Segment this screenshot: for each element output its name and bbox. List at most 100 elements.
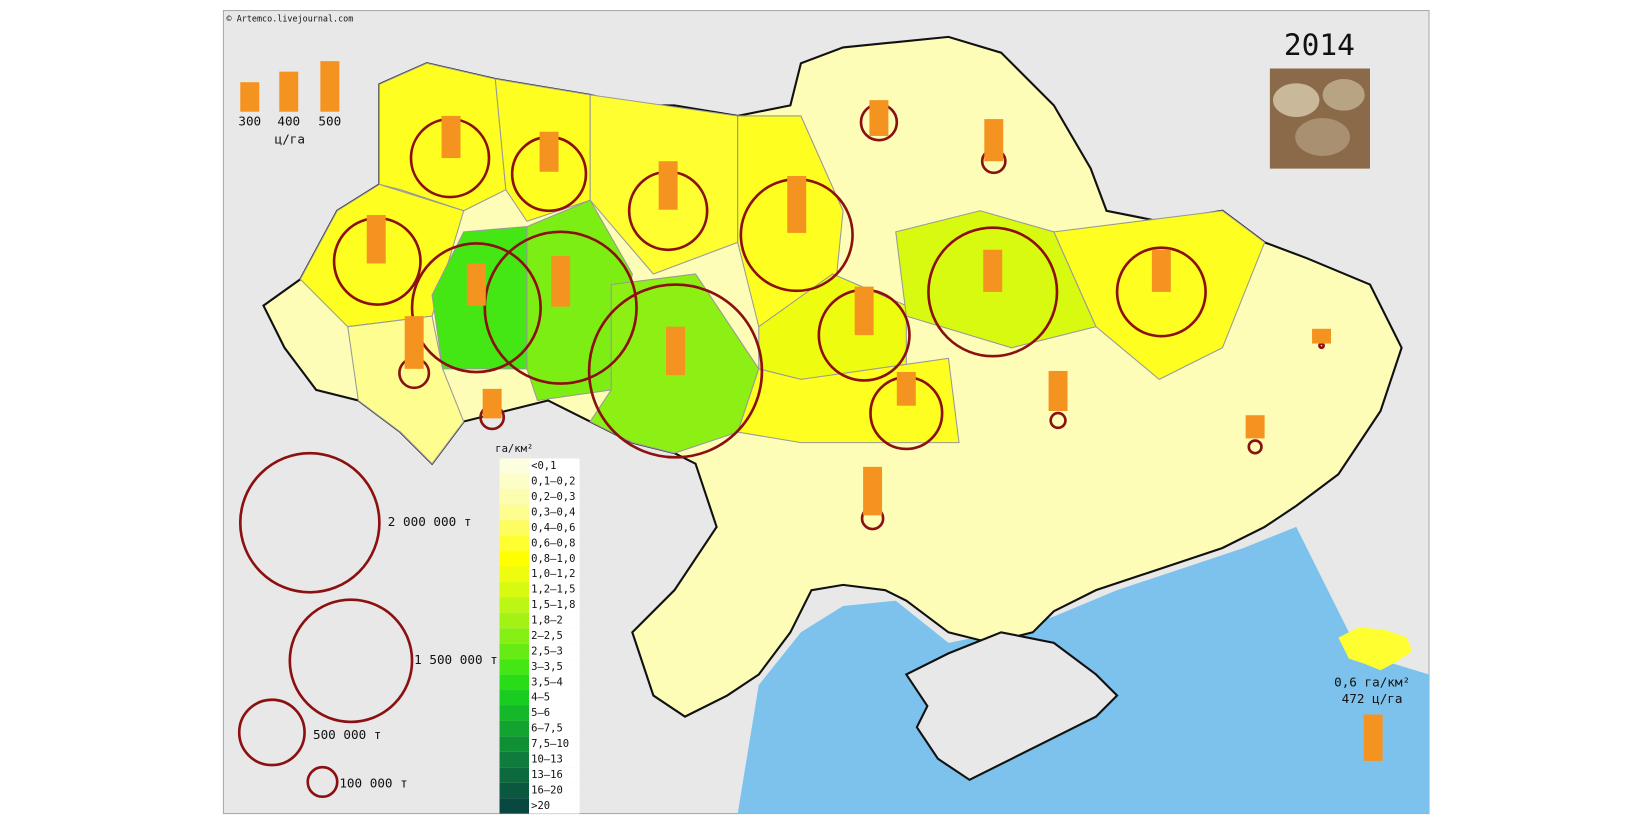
yield-bar — [896, 372, 916, 406]
density-label-bg — [529, 798, 580, 814]
summary-country — [1338, 627, 1413, 671]
yield-legend-unit: ц/га — [275, 132, 305, 147]
yield-bar — [984, 119, 1004, 162]
production-legend-circle — [237, 698, 306, 767]
production-legend-label: 1 500 000 т — [414, 652, 498, 667]
yield-bar — [404, 316, 424, 369]
density-label-bg — [529, 751, 580, 768]
density-label: 4–5 — [531, 692, 550, 704]
production-circle — [927, 226, 1059, 358]
density-swatch — [499, 551, 530, 567]
density-swatch — [499, 659, 530, 675]
credit: © Artemco.livejournal.com — [227, 13, 354, 23]
density-label: 0,1–0,2 — [531, 476, 575, 488]
density-label: <0,1 — [531, 460, 556, 472]
yield-bar — [658, 161, 678, 210]
density-label: 1,5–1,8 — [531, 599, 575, 611]
production-circle — [1049, 411, 1067, 430]
density-swatch — [499, 597, 530, 613]
density-swatch — [499, 489, 530, 505]
yield-bar — [787, 175, 807, 233]
yield-legend-bar — [240, 82, 260, 112]
density-label-bg — [529, 581, 580, 598]
production-circle — [483, 230, 638, 385]
density-swatch — [499, 705, 530, 721]
yield-legend-label: 500 — [318, 114, 341, 129]
density-label-bg — [529, 504, 580, 521]
year: 2014 — [1284, 28, 1355, 62]
density-label-bg — [529, 489, 580, 505]
density-label: >20 — [531, 800, 550, 812]
density-label-bg — [529, 767, 580, 783]
region — [1053, 210, 1266, 381]
yield-bar — [666, 326, 685, 376]
density-swatch — [499, 690, 530, 706]
density-label-bg — [529, 643, 580, 660]
photo-beet — [1273, 83, 1320, 117]
yield-bar — [983, 249, 1003, 292]
density-label: 3,5–4 — [531, 676, 563, 688]
production-legend-circle — [288, 598, 414, 724]
density-label: 0,6–0,8 — [531, 537, 575, 549]
region — [347, 315, 465, 465]
yield-bar — [863, 466, 883, 516]
density-label-bg — [529, 690, 580, 706]
density-swatch — [499, 782, 530, 799]
density-label: 0,2–0,3 — [531, 491, 575, 503]
density-swatch — [499, 767, 530, 783]
density-label: 7,5–10 — [531, 738, 569, 750]
yield-bar — [466, 263, 486, 306]
yield-legend-label: 400 — [277, 114, 300, 129]
yield-bar — [1312, 328, 1332, 344]
density-label: 5–6 — [531, 707, 550, 719]
density-swatch — [499, 751, 530, 768]
yield-bar — [551, 256, 571, 307]
production-legend-label: 100 000 т — [339, 776, 407, 791]
density-legend: <0,1 0,1–0,2 0,2–0,3 0,3–0,4 0,4–0,6 0,6–0,8 0… — [499, 458, 580, 814]
density-swatch — [499, 736, 530, 752]
yield-legend-bar — [279, 71, 299, 112]
density-label-bg — [529, 720, 580, 737]
crimea — [904, 631, 1119, 782]
density-label: 16–20 — [531, 784, 563, 796]
density-label: 0,4–0,6 — [531, 522, 575, 534]
density-swatch — [499, 674, 530, 691]
density-label-bg — [529, 736, 580, 752]
density-swatch — [499, 458, 530, 474]
production-circle — [1115, 246, 1207, 338]
density-label: 6–7,5 — [531, 723, 563, 735]
density-swatch — [499, 473, 530, 490]
density-label: 0,3–0,4 — [531, 506, 575, 518]
yield-bar — [854, 286, 874, 336]
density-swatch — [499, 643, 530, 660]
density-swatch — [499, 798, 530, 814]
yield-bar — [1048, 370, 1068, 411]
production-legend-circle — [238, 451, 381, 594]
density-label-bg — [529, 659, 580, 675]
photo-beet — [1295, 118, 1350, 156]
production-circle — [410, 242, 542, 374]
density-label: 13–16 — [531, 769, 563, 781]
density-label-bg — [529, 628, 580, 644]
summary-density: 0,6 га/км² — [1334, 674, 1410, 689]
density-swatch — [499, 504, 530, 521]
photo-beet — [1322, 79, 1365, 111]
density-label-bg — [529, 458, 580, 474]
yield-bar — [482, 388, 502, 419]
yield-bar — [869, 100, 889, 136]
density-swatch — [499, 520, 530, 536]
yield-legend-label: 300 — [238, 114, 261, 129]
yield-bar — [539, 131, 559, 172]
summary-yield: 472 ц/га — [1342, 691, 1403, 706]
density-label-bg — [529, 612, 580, 629]
density-label-bg — [529, 705, 580, 721]
production-legend-circle — [306, 765, 339, 799]
density-swatch — [499, 535, 530, 552]
density-swatch — [499, 612, 530, 629]
production-circle — [1247, 439, 1263, 455]
production-legend-label: 2 000 000 т — [388, 514, 472, 529]
density-label: 0,8–1,0 — [531, 553, 575, 565]
production-circle — [587, 283, 764, 459]
